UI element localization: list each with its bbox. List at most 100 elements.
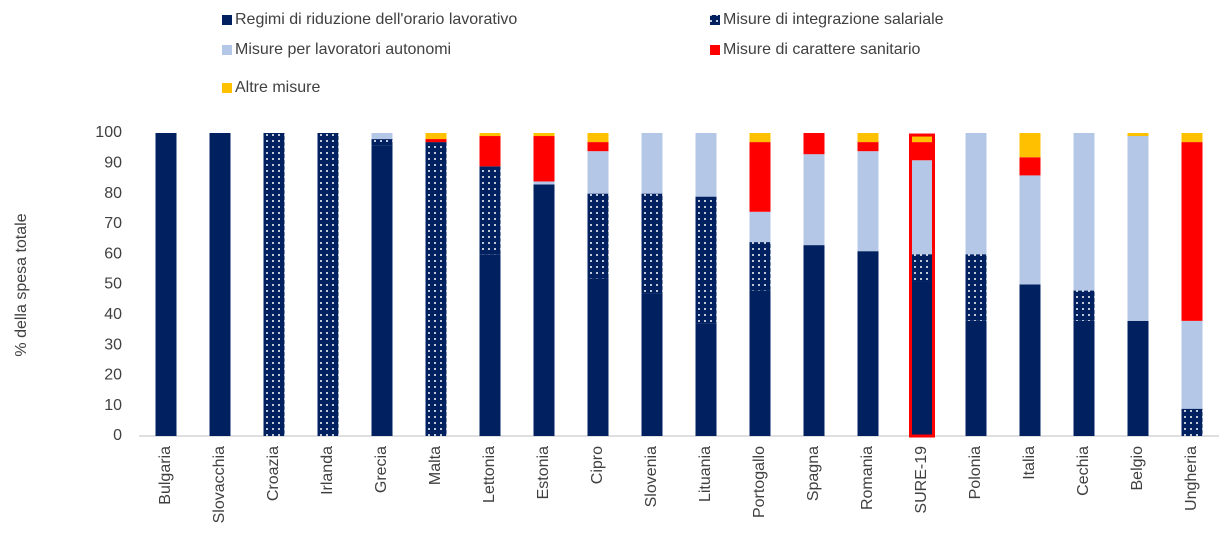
bar-segment <box>425 133 447 140</box>
y-tick-label: 70 <box>104 215 122 232</box>
bar-segment <box>911 254 933 282</box>
x-tick-label: Polonia <box>967 446 984 499</box>
bar-segment <box>857 251 879 436</box>
bar-segment <box>1127 136 1149 321</box>
bar-segment <box>641 193 663 294</box>
x-tick-label: Bulgaria <box>157 446 174 505</box>
bar-segment <box>1019 133 1041 158</box>
x-tick-label: Lettonia <box>481 446 498 503</box>
x-tick-label: Lituania <box>697 446 714 502</box>
x-tick-label: Spagna <box>805 446 822 501</box>
x-tick-label: Slovenia <box>643 446 660 507</box>
bar-segment <box>857 151 879 252</box>
bar-segment <box>749 290 771 436</box>
bar-segment <box>371 145 393 436</box>
bar-segment <box>533 133 555 137</box>
bar-segment <box>533 184 555 436</box>
bar-segment <box>1181 142 1203 321</box>
bar-segment <box>533 181 555 185</box>
y-tick-label: 80 <box>104 185 122 202</box>
legend-label: Misure per lavoratori autonomi <box>235 41 451 58</box>
bar-segment <box>425 139 447 143</box>
bar-segment <box>587 151 609 194</box>
bar-segment <box>1019 157 1041 176</box>
y-tick-label: 20 <box>104 367 122 384</box>
legend-swatch <box>222 15 232 25</box>
bar-segment <box>911 142 933 161</box>
bar-segment <box>1181 320 1203 409</box>
x-tick-label: Portogallo <box>751 446 768 518</box>
bar-segment <box>1127 133 1149 137</box>
bar-segment <box>911 136 933 143</box>
y-tick-label: 50 <box>104 276 122 293</box>
x-tick-label: Grecia <box>373 446 390 493</box>
bar-segment <box>587 133 609 143</box>
legend-swatch <box>222 83 232 93</box>
x-tick-label: Italia <box>1021 446 1038 480</box>
bar-segment <box>803 154 825 246</box>
bar-segment <box>371 133 393 140</box>
bar-segment <box>209 133 231 436</box>
bar-segment <box>695 133 717 197</box>
x-tick-label: Croazia <box>265 446 282 501</box>
x-tick-label: Slovacchia <box>211 446 228 523</box>
bar-segment <box>533 136 555 182</box>
bar-segment <box>857 142 879 152</box>
bar-segment <box>1181 408 1203 436</box>
y-axis-label: % della spesa totale <box>13 213 30 356</box>
bar-segment <box>1073 133 1095 291</box>
x-tick-label: Estonia <box>535 446 552 499</box>
x-tick-label: SURE-19 <box>913 446 930 514</box>
x-tick-label: Ungheria <box>1183 446 1200 511</box>
y-tick-label: 100 <box>95 124 122 141</box>
bar-segment <box>587 142 609 152</box>
bar-segment <box>749 133 771 143</box>
bar-segment <box>965 133 987 255</box>
bar-segment <box>695 323 717 436</box>
legend-label: Altre misure <box>235 79 320 96</box>
bar-segment <box>479 166 501 255</box>
bar-segment <box>749 211 771 243</box>
y-tick-label: 60 <box>104 245 122 262</box>
y-tick-label: 10 <box>104 397 122 414</box>
bar-segment <box>803 245 825 436</box>
bar-segment <box>1127 320 1149 436</box>
legend-label: Regimi di riduzione dell'orario lavorati… <box>235 11 517 28</box>
bar-segment <box>749 142 771 212</box>
bar-segment <box>317 133 339 436</box>
bar-segment <box>803 133 825 155</box>
legend-swatch <box>710 45 720 55</box>
bar-segment <box>479 136 501 167</box>
y-tick-label: 40 <box>104 306 122 323</box>
bar-segment <box>641 133 663 194</box>
highlight-outline <box>909 133 935 438</box>
x-tick-label: Belgio <box>1129 446 1146 491</box>
bar-segment <box>695 196 717 324</box>
bar-segment <box>479 133 501 137</box>
bar-segment <box>155 133 177 436</box>
x-tick-label: Cipro <box>589 446 606 484</box>
bar-segment <box>1073 290 1095 321</box>
bar-segment <box>1019 284 1041 436</box>
bar-segment <box>425 142 447 436</box>
bar-segment <box>857 133 879 143</box>
bar-segment <box>587 193 609 279</box>
bar-segment <box>1073 320 1095 436</box>
y-tick-label: 30 <box>104 336 122 353</box>
bar-segment <box>911 281 933 436</box>
x-tick-label: Cechia <box>1075 446 1092 496</box>
legend-swatch <box>710 15 720 25</box>
y-tick-label: 90 <box>104 155 122 172</box>
bar-segment <box>911 160 933 255</box>
bar-segment <box>965 254 987 321</box>
bar-segment <box>371 139 393 146</box>
x-tick-label: Romania <box>859 446 876 510</box>
legend-label: Misure di carattere sanitario <box>723 41 921 58</box>
y-tick-label: 0 <box>113 427 122 444</box>
x-tick-label: Malta <box>427 446 444 485</box>
bar-segment <box>641 293 663 436</box>
bar-segment <box>263 133 285 436</box>
legend-swatch <box>222 45 232 55</box>
bar-segment <box>1181 133 1203 143</box>
